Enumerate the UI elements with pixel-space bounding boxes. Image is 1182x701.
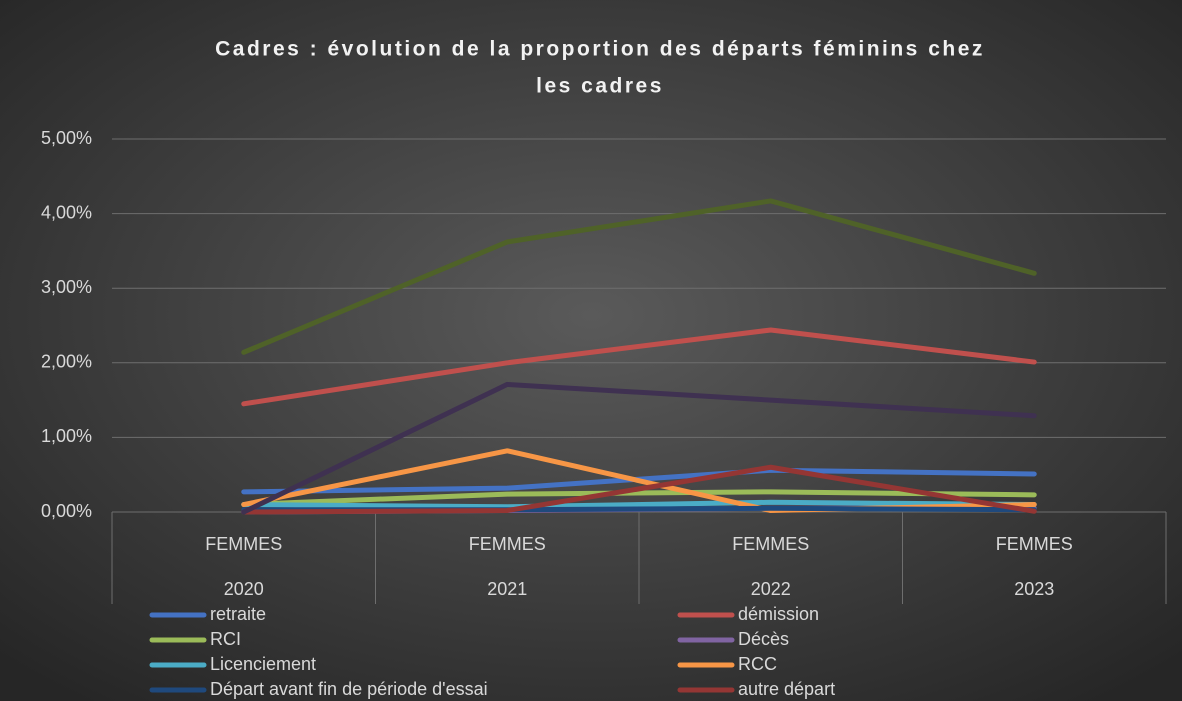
- legend-label: RCI: [210, 629, 241, 649]
- x-tick-label: 2020: [224, 579, 264, 599]
- x-tick-label: FEMMES: [469, 534, 546, 554]
- series-line: [241, 489, 1037, 508]
- x-tick-label: FEMMES: [732, 534, 809, 554]
- y-tick-label: 2,00%: [41, 352, 92, 372]
- chart-title: Cadres : évolution de la proportion des …: [215, 38, 985, 61]
- y-tick-label: 0,00%: [41, 501, 92, 521]
- y-tick-label: 4,00%: [41, 202, 92, 222]
- legend-label: Licenciement: [210, 654, 316, 674]
- y-tick-label: 5,00%: [41, 128, 92, 148]
- legend-label: autre départ: [738, 679, 835, 699]
- x-tick-label: 2023: [1014, 579, 1054, 599]
- x-tick-label: 2021: [487, 579, 527, 599]
- x-tick-label: FEMMES: [205, 534, 282, 554]
- x-tick-label: 2022: [751, 579, 791, 599]
- legend-label: RCC: [738, 654, 777, 674]
- series-line: [241, 464, 1037, 515]
- chart-title: les cadres: [536, 75, 664, 98]
- legend-label: Décès: [738, 629, 789, 649]
- legend-label: démission: [738, 604, 819, 624]
- series-line: [241, 198, 1037, 355]
- legend-label: retraite: [210, 604, 266, 624]
- series-line: [241, 499, 1037, 510]
- x-tick-label: FEMMES: [996, 534, 1073, 554]
- y-tick-label: 1,00%: [41, 426, 92, 446]
- y-tick-label: 3,00%: [41, 277, 92, 297]
- series-line: [241, 327, 1037, 407]
- series-line: [241, 381, 1037, 515]
- legend-label: Départ avant fin de période d'essai: [210, 679, 488, 699]
